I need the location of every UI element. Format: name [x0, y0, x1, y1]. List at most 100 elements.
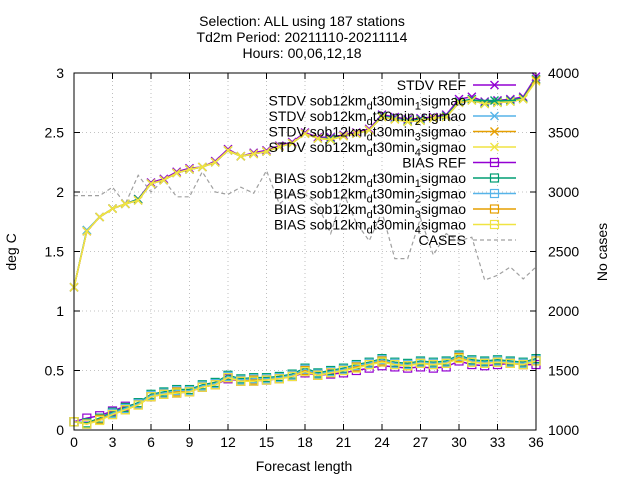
legend-marker: [490, 80, 499, 90]
data-point: [262, 145, 271, 155]
legend-label: STDV sob12kmdt30min4sigmao: [269, 139, 467, 159]
data-point: [351, 129, 361, 139]
legend-label: BIAS REF: [402, 155, 466, 171]
y2-tick-label: 3500: [548, 125, 579, 141]
data-point: [300, 367, 310, 377]
data-point: [390, 114, 400, 124]
data-point: [390, 359, 400, 370]
x-tick-label: 21: [336, 434, 352, 450]
data-point: [326, 368, 336, 378]
data-point: [146, 179, 156, 189]
y2-tick-label: 4000: [548, 65, 579, 81]
data-point: [351, 128, 361, 137]
y-tick-label: 1.5: [45, 244, 65, 260]
x-tick-label: 12: [220, 434, 236, 450]
y-tick-label: 0.5: [45, 363, 65, 379]
legend-label: BIAS sob12kmdt30min4sigmao: [274, 217, 466, 237]
data-point: [480, 358, 490, 368]
legend-marker: [489, 204, 500, 214]
data-point: [146, 177, 156, 187]
data-point: [441, 112, 451, 122]
data-point: [210, 380, 220, 390]
data-point: [415, 358, 426, 368]
data-point: [159, 389, 169, 399]
data-point: [82, 419, 92, 429]
legend-marker: [489, 173, 500, 183]
data-point: [338, 365, 349, 376]
data-point: [82, 226, 92, 236]
y-tick-label: 0: [56, 422, 64, 438]
x-tick-label: 36: [528, 434, 544, 450]
data-point: [172, 168, 182, 178]
y-tick-label: 3: [56, 65, 64, 81]
series-4: [69, 76, 541, 292]
data-point: [467, 357, 477, 367]
data-point: [313, 370, 323, 380]
y-tick-label: 2: [56, 184, 64, 200]
y-axis-label: deg C: [3, 233, 19, 270]
data-point: [197, 382, 207, 392]
legend-marker: [489, 157, 500, 168]
x-tick-label: 15: [259, 434, 275, 450]
data-point: [454, 98, 464, 108]
data-point: [185, 164, 194, 174]
legend-label: STDV sob12kmdt30min3sigmao: [269, 124, 467, 144]
data-point: [107, 409, 118, 420]
y2-tick-label: 1000: [548, 422, 579, 438]
data-point: [249, 149, 259, 159]
chart-title-line-2: Td2m Period: 20211110-20211114: [197, 29, 408, 45]
data-point: [505, 97, 515, 107]
series-9: [69, 354, 541, 429]
data-point: [262, 147, 271, 157]
data-point: [403, 117, 413, 127]
data-point: [108, 204, 117, 214]
data-point: [313, 133, 323, 143]
data-point: [236, 376, 246, 386]
legend-marker: [489, 188, 500, 199]
legend-label: STDV REF: [397, 77, 466, 93]
data-point: [480, 99, 490, 109]
data-point: [236, 151, 246, 161]
legend-label: BIAS sob12kmdt30min2sigmao: [274, 186, 466, 206]
series-10: [74, 169, 537, 281]
x-tick-label: 9: [186, 434, 194, 450]
data-point: [467, 95, 477, 105]
data-point: [403, 361, 413, 371]
data-point: [454, 354, 464, 364]
x-tick-label: 24: [374, 434, 390, 450]
data-point: [518, 94, 528, 104]
data-point: [287, 138, 297, 148]
series-layer: [69, 72, 541, 429]
chart-title-line-1: Selection: ALL using 187 stations: [199, 13, 405, 29]
data-point: [351, 363, 361, 373]
legend-label: BIAS sob12kmdt30min3sigmao: [274, 201, 466, 221]
data-point: [249, 376, 259, 386]
legend-marker: [490, 96, 499, 105]
data-point: [403, 116, 413, 126]
series-line: [73, 355, 537, 425]
data-point: [146, 392, 156, 402]
data-point: [120, 199, 130, 209]
data-point: [249, 148, 259, 158]
y2-tick-label: 3000: [548, 184, 579, 200]
data-point: [159, 175, 169, 185]
data-point: [493, 97, 502, 107]
data-point: [274, 142, 284, 152]
y2-tick-label: 2500: [548, 244, 579, 260]
series-6: [69, 350, 541, 428]
data-point: [416, 116, 425, 126]
data-point: [441, 358, 451, 368]
x-tick-label: 3: [109, 434, 117, 450]
y2-tick-label: 2000: [548, 303, 579, 319]
data-point: [377, 357, 387, 367]
chart-title-line-3: Hours: 00,06,12,18: [242, 45, 361, 61]
data-point: [313, 132, 323, 142]
legend-label: STDV sob12kmdt30min2sigmao: [269, 108, 467, 128]
data-point: [364, 125, 374, 135]
legend-marker: [490, 142, 499, 152]
x-tick-label: 27: [413, 434, 429, 450]
data-point: [95, 415, 105, 426]
